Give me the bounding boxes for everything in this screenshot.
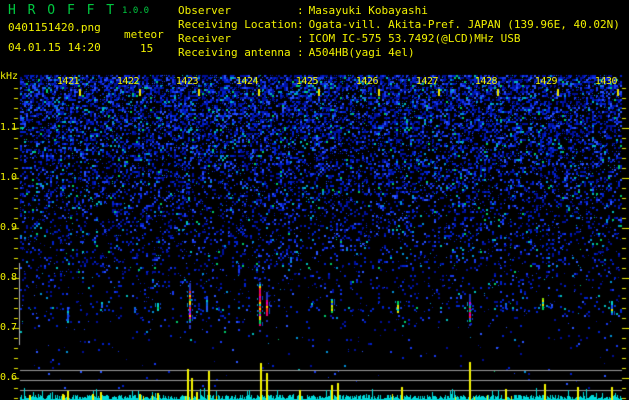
station-info: Observer: Masayuki Kobayashi Receiving Lo… bbox=[178, 4, 620, 60]
info-label: Receiver bbox=[178, 32, 231, 45]
freq-tick-label: 0.8 bbox=[0, 272, 17, 283]
time-label: 1421 bbox=[56, 76, 80, 87]
app-title: H R O F F T bbox=[8, 3, 117, 18]
info-value: Masayuki Kobayashi bbox=[308, 4, 428, 17]
info-label: Receiving Location bbox=[178, 18, 298, 31]
freq-tick-label: 0.9 bbox=[0, 222, 17, 233]
time-label: 1430 bbox=[594, 76, 618, 87]
info-label: Observer bbox=[178, 4, 231, 17]
time-label: 1426 bbox=[355, 76, 379, 87]
info-value: Ogata-vill. Akita-Pref. JAPAN (139.96E, … bbox=[308, 18, 620, 31]
info-colon: : bbox=[297, 32, 304, 45]
freq-tick-label: 1.0 bbox=[0, 172, 17, 183]
info-value: A504HB(yagi 4el) bbox=[308, 46, 415, 59]
freq-tick-label: 0.7 bbox=[0, 322, 17, 333]
info-colon: : bbox=[297, 46, 304, 59]
time-label: 1427 bbox=[415, 76, 439, 87]
datetime-label: 04.01.15 14:20 bbox=[8, 41, 101, 54]
time-label: 1423 bbox=[175, 76, 199, 87]
info-value: ICOM IC-575 53.7492(@LCD)MHz USB bbox=[308, 32, 521, 45]
time-label: 1424 bbox=[235, 76, 259, 87]
info-label: Receiving antenna bbox=[178, 46, 291, 59]
info-row-location: Receiving Location: Ogata-vill. Akita-Pre… bbox=[178, 18, 620, 32]
info-row-receiver: Receiver: ICOM IC-575 53.7492(@LCD)MHz US… bbox=[178, 32, 620, 46]
info-row-observer: Observer: Masayuki Kobayashi bbox=[178, 4, 620, 18]
mode-label: meteor bbox=[124, 28, 164, 41]
info-colon: : bbox=[297, 18, 304, 31]
info-row-antenna: Receiving antenna: A504HB(yagi 4el) bbox=[178, 46, 620, 60]
freq-tick-label: 0.6 bbox=[0, 372, 17, 383]
filename-label: 0401151420.png bbox=[8, 21, 101, 34]
time-label: 1425 bbox=[295, 76, 319, 87]
freq-axis-unit-label: kHz bbox=[0, 71, 19, 82]
time-label: 1422 bbox=[116, 76, 140, 87]
freq-tick-label: 1.1 bbox=[0, 122, 17, 133]
time-label: 1428 bbox=[474, 76, 498, 87]
info-colon: : bbox=[297, 4, 304, 17]
time-label: 1429 bbox=[534, 76, 558, 87]
echo-count-label: 15 bbox=[140, 42, 154, 55]
app-version: 1.0.0 bbox=[122, 6, 150, 16]
